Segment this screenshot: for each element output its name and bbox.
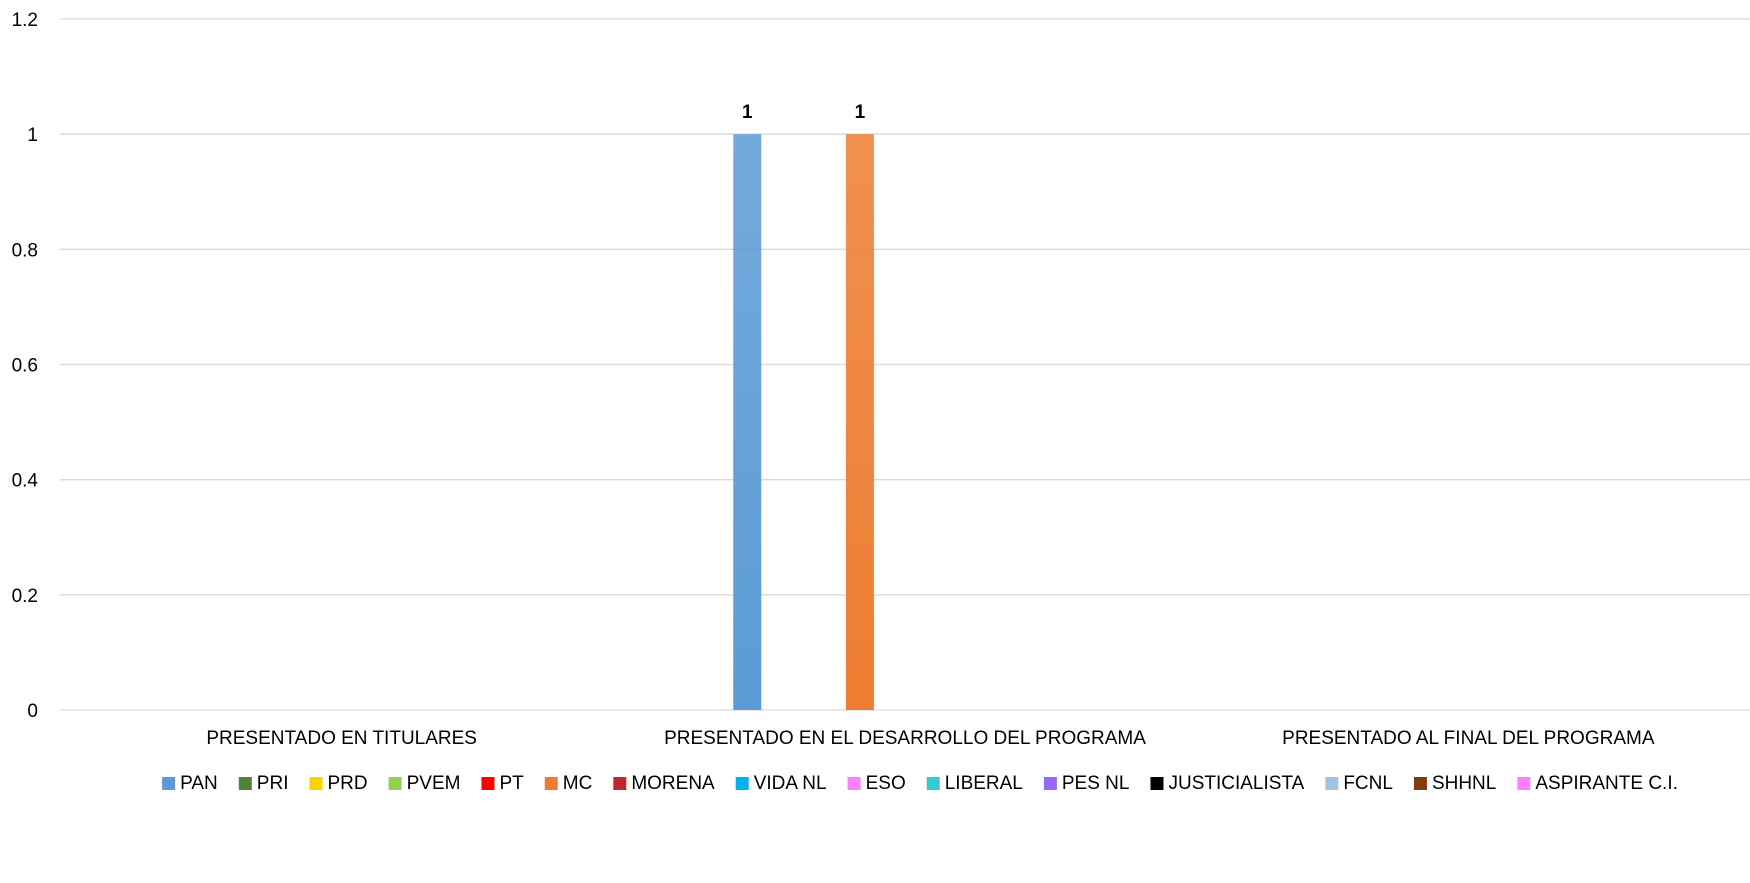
legend-label: MC (563, 773, 593, 794)
legend-swatch (1325, 777, 1339, 790)
legend-label: LIBERAL (945, 773, 1023, 794)
legend-swatch (388, 777, 402, 790)
legend-swatch (926, 777, 940, 790)
legend-label: MORENA (631, 773, 715, 794)
legend-label: PT (499, 773, 524, 794)
x-axis-categories: PRESENTADO EN TITULARES PRESENTADO EN EL … (206, 728, 1654, 749)
legend-label: SHHNL (1432, 773, 1496, 794)
legend-swatch (613, 777, 627, 790)
legend-swatch (735, 777, 749, 790)
legend-label: ASPIRANTE C.I. (1535, 773, 1678, 794)
legend: PAN PRI PRD PVEM PT MC MORENA VIDA NL ESO LIBERAL… (162, 773, 1678, 794)
x-category-label: PRESENTADO EN TITULARES (206, 728, 477, 749)
legend-item: PT (481, 773, 524, 794)
legend-swatch (1043, 777, 1057, 790)
legend-swatch (847, 777, 861, 790)
legend-label: PES NL (1062, 773, 1130, 794)
legend-label: FCNL (1343, 773, 1393, 794)
legend-label: VIDA NL (754, 773, 827, 794)
bars (733, 134, 874, 710)
legend-item: MC (544, 773, 593, 794)
legend-item: LIBERAL (926, 773, 1023, 794)
x-category-label: PRESENTADO AL FINAL DEL PROGRAMA (1282, 728, 1655, 749)
legend-swatch (544, 777, 558, 790)
legend-label: PVEM (407, 773, 461, 794)
legend-swatch (1150, 777, 1164, 790)
y-axis-ticks: 0 0.2 0.4 0.6 0.8 1 1.2 (12, 10, 39, 722)
data-label: 1 (855, 102, 866, 123)
legend-swatch (481, 777, 495, 790)
y-tick-label: 0 (27, 701, 38, 722)
legend-swatch (1517, 777, 1531, 790)
legend-item: PES NL (1043, 773, 1130, 794)
y-tick-label: 0.4 (12, 471, 39, 492)
y-tick-label: 1.2 (12, 10, 38, 31)
legend-item: FCNL (1325, 773, 1393, 794)
legend-item: MORENA (613, 773, 715, 794)
legend-item: PRD (309, 773, 368, 794)
legend-label: PRI (257, 773, 289, 794)
bar-pan (733, 134, 762, 710)
legend-swatch (238, 777, 252, 790)
y-tick-label: 0.8 (12, 240, 38, 261)
legend-label: PAN (180, 773, 218, 794)
legend-swatch (1413, 777, 1427, 790)
legend-item: VIDA NL (735, 773, 827, 794)
y-tick-label: 1 (27, 125, 38, 146)
bar-mc (845, 134, 874, 710)
legend-swatch (309, 777, 323, 790)
gridlines (60, 18, 1750, 711)
legend-label: ESO (866, 773, 906, 794)
x-category-label: PRESENTADO EN EL DESARROLLO DEL PROGRAMA (664, 728, 1146, 749)
legend-label: PRD (327, 773, 367, 794)
data-label: 1 (742, 102, 753, 123)
y-tick-label: 0.2 (12, 586, 38, 607)
y-tick-label: 0.6 (12, 356, 38, 377)
legend-item: ASPIRANTE C.I. (1517, 773, 1678, 794)
legend-item: JUSTICIALISTA (1150, 773, 1305, 794)
legend-item: SHHNL (1413, 773, 1496, 794)
legend-item: ESO (847, 773, 906, 794)
legend-item: PRI (238, 773, 289, 794)
legend-swatch (162, 777, 176, 790)
legend-item: PAN (162, 773, 218, 794)
legend-item: PVEM (388, 773, 461, 794)
legend-label: JUSTICIALISTA (1168, 773, 1304, 794)
